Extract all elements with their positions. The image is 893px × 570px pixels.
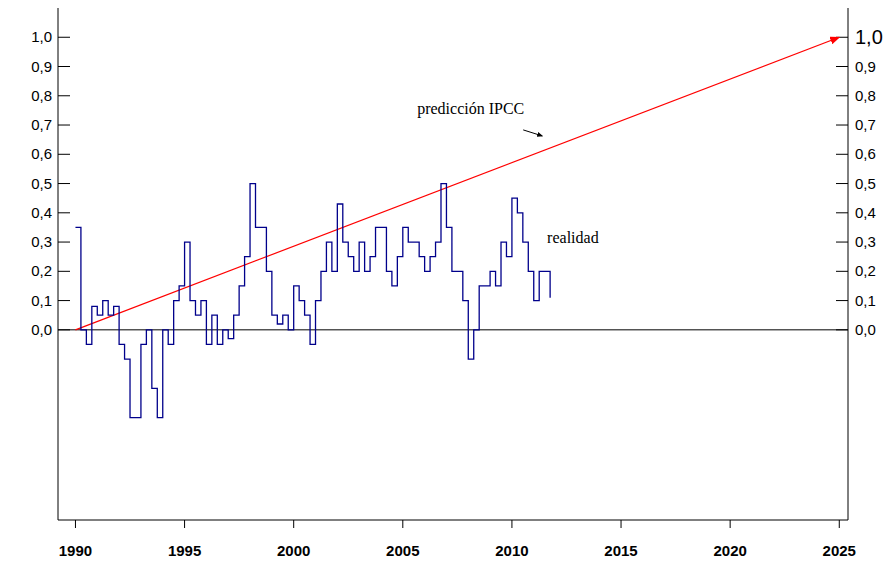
y-tick-label-right: 0,5	[855, 175, 876, 192]
y-tick	[58, 183, 70, 184]
y-tick	[836, 242, 848, 243]
zero-line	[58, 329, 848, 330]
y-tick-label-right: 1,0	[855, 26, 883, 48]
y-tick	[836, 66, 848, 67]
y-tick	[58, 66, 70, 67]
x-tick	[839, 520, 840, 528]
y-tick	[58, 242, 70, 243]
y-tick	[836, 300, 848, 301]
y-tick-label: 0,1	[31, 292, 52, 309]
x-tick-label: 1990	[59, 542, 92, 559]
x-tick	[184, 520, 185, 528]
y-tick-label-right: 0,3	[855, 233, 876, 250]
y-tick	[836, 154, 848, 155]
y-tick	[58, 154, 70, 155]
y-tick	[836, 183, 848, 184]
y-tick	[836, 125, 848, 126]
y-tick	[58, 271, 70, 272]
plot-area	[75, 37, 839, 417]
y-tick-label-right: 0,9	[855, 58, 876, 75]
y-tick-label: 0,7	[31, 116, 52, 133]
y-axis-left	[58, 8, 59, 520]
y-tick-label: 0,4	[31, 204, 52, 221]
x-tick-label: 1995	[168, 542, 201, 559]
y-tick-label: 0,0	[31, 321, 52, 338]
series-label: realidad	[547, 229, 599, 246]
x-tick	[730, 520, 731, 528]
y-tick-label: 0,2	[31, 262, 52, 279]
y-tick-label-right: 0,2	[855, 262, 876, 279]
x-tick	[402, 520, 403, 528]
y-tick-label: 0,3	[31, 233, 52, 250]
y-axis-right	[848, 8, 849, 520]
x-tick-label: 2015	[604, 542, 637, 559]
y-tick-label: 0,9	[31, 58, 52, 75]
x-tick	[511, 520, 512, 528]
chart: 0,0 0,0 0,1 0,1 0,2 0,2 0,3 0,3 0,4 0,4 0,5 0,5 0,6 0…	[0, 0, 893, 570]
y-tick-label: 0,5	[31, 175, 52, 192]
y-tick-label-right: 0,8	[855, 87, 876, 104]
y-tick-label: 0,8	[31, 87, 52, 104]
y-tick-label-right: 0,1	[855, 292, 876, 309]
y-tick-label-right: 0,7	[855, 116, 876, 133]
x-tick-label: 2000	[277, 542, 310, 559]
series-label: predicción IPCC	[417, 100, 524, 118]
y-tick-label: 0,6	[31, 145, 52, 162]
x-tick	[75, 520, 76, 528]
label-pointer	[523, 130, 542, 136]
y-tick	[58, 95, 70, 96]
x-tick	[621, 520, 622, 528]
y-tick	[836, 95, 848, 96]
x-tick-label: 2010	[495, 542, 528, 559]
series-line	[75, 184, 550, 418]
x-tick-label: 2005	[386, 542, 419, 559]
y-tick	[58, 300, 70, 301]
x-tick-label: 2020	[713, 542, 746, 559]
x-tick-label: 2025	[823, 542, 856, 559]
y-tick	[58, 37, 70, 38]
y-tick	[58, 212, 70, 213]
y-tick	[836, 212, 848, 213]
y-tick-label-right: 0,0	[855, 321, 876, 338]
x-axis	[58, 520, 848, 521]
y-tick	[836, 271, 848, 272]
x-tick	[293, 520, 294, 528]
y-tick-label-right: 0,6	[855, 145, 876, 162]
y-tick	[58, 125, 70, 126]
y-tick-label-right: 0,4	[855, 204, 876, 221]
y-tick-label: 1,0	[31, 28, 52, 45]
